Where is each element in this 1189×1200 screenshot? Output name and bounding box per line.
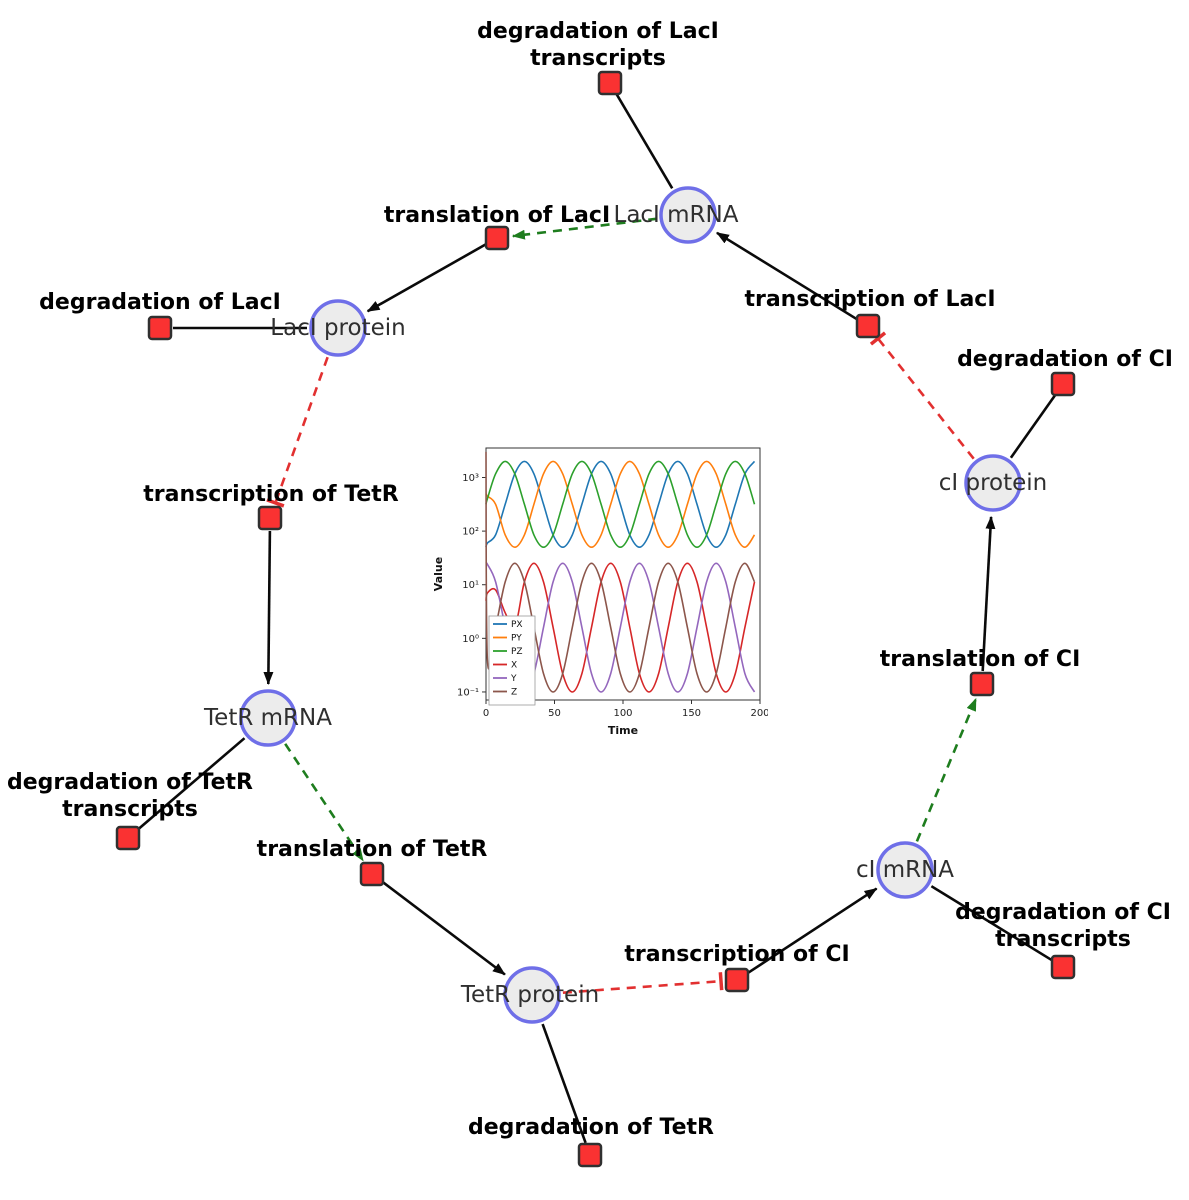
species-node-sp_ci_prot[interactable] [964,454,1022,512]
species-node-sp_laci_prot[interactable] [309,299,367,357]
nodes-layer [115,70,1076,1168]
series-line-PZ [485,460,756,548]
reaction-label-rx_deg_laci_tr-line1: transcripts [530,46,666,71]
legend-label-PX: PX [511,620,523,630]
series-line-X [485,562,756,693]
reaction-node-rx_deg_tetr_tr[interactable] [115,825,141,851]
reaction-node-rx_transc_ci[interactable] [724,967,750,993]
simulation-plot-svg: 10⁻¹ 10⁰ 10¹ 10² 10³ 0 50 100 150 200 Time Value PX P… [432,447,770,737]
reaction-node-rx_deg_laci[interactable] [147,315,173,341]
reaction-node-rx_deg_laci_tr[interactable] [597,70,623,96]
reaction-node-rx_transl_tetr[interactable] [359,861,385,887]
reaction-label-rx_deg_laci-line0: degradation of LacI [39,290,281,315]
edge-production-rx_transl_ci-sp_ci_prot [981,515,996,672]
reaction-node-rx_transc_laci[interactable] [855,313,881,339]
legend-label-Y: Y [510,674,517,684]
reaction-label-rx_transl_laci-line0: translation of LacI [384,203,610,228]
edge-production-rx_transc_laci-sp_laci_mrna [716,231,858,321]
reaction-node-rx_deg_ci[interactable] [1050,371,1076,397]
edge-modifier-sp_ci_mrna-rx_transl_ci [915,697,978,842]
reaction-node-rx_transl_ci[interactable] [969,671,995,697]
edge-production-rx_transl_laci-sp_laci_prot [366,243,487,313]
species-node-sp_tetr_prot[interactable] [503,966,561,1024]
reaction-label-rx_transl_tetr-line0: translation of TetR [257,837,488,862]
legend-label-X: X [511,661,517,671]
reaction-node-rx_deg_tetr[interactable] [577,1142,603,1168]
labels-layer: LacI mRNA LacI protein TetR mRNA TetR prote… [7,19,1173,1140]
reaction-label-rx_deg_ci_tr-line1: transcripts [995,927,1131,952]
reaction-node-rx_deg_ci_tr[interactable] [1050,954,1076,980]
x-tick-label: 150 [682,708,701,719]
x-tick-label: 100 [613,708,632,719]
species-label-sp_laci_mrna: LacI mRNA [614,202,739,228]
simulation-plot-inset: 10⁻¹ 10⁰ 10¹ 10² 10³ 0 50 100 150 200 Time Value PX P… [428,440,770,760]
edge-production-rx_transc_tetr-sp_tetr_mrna [263,530,274,685]
y-tick-label: 10¹ [462,580,479,591]
edge-consumption-sp_ci_prot-rx_deg_ci [1009,393,1057,459]
y-tick-label: 10³ [462,473,479,484]
legend-label-PY: PY [511,634,522,644]
reaction-node-rx_transc_tetr[interactable] [257,505,283,531]
x-tick-label: 200 [750,708,768,719]
edges-layer [137,93,1057,1144]
x-tick-label: 50 [548,708,561,719]
species-label-sp_tetr_prot: TetR protein [460,982,599,1008]
y-tick-label: 10² [462,527,479,538]
reaction-label-rx_deg_tetr_tr-line1: transcripts [62,797,198,822]
y-tick-label: 10⁻¹ [457,687,479,698]
reaction-label-rx_transc_laci-line0: transcription of LacI [744,287,995,312]
species-label-sp_tetr_mrna: TetR mRNA [203,705,332,731]
species-label-sp_laci_prot: LacI protein [270,315,405,341]
species-label-sp_ci_mrna: cI mRNA [856,857,954,883]
edge-consumption-sp_tetr_prot-rx_deg_tetr [541,1023,587,1144]
legend-box [488,615,536,706]
species-node-sp_tetr_mrna[interactable] [239,689,297,747]
x-axis-label: Time [608,724,638,737]
edge-production-rx_transl_tetr-sp_tetr_prot [381,880,506,976]
reaction-label-rx_transc_ci-line0: transcription of CI [624,942,849,967]
edge-production-rx_transc_ci-sp_ci_mrna [747,887,878,974]
edge-consumption-sp_tetr_mrna-rx_deg_tetr_tr [137,737,246,831]
legend-label-Z: Z [511,688,517,698]
reaction-label-rx_deg_tetr-line0: degradation of TetR [468,1115,714,1140]
y-tick-label: 10⁰ [462,634,479,645]
reaction-label-rx_deg_ci_tr-line0: degradation of CI [955,900,1171,925]
edge-modifier-sp_tetr_mrna-rx_transl_tetr [284,743,365,862]
edge-consumption-sp_laci_mrna-rx_deg_laci_tr [615,93,674,189]
reaction-node-rx_transl_laci[interactable] [484,225,510,251]
x-tick-label: 0 [483,708,489,719]
series-line-PY [485,460,756,548]
reaction-label-rx_transc_tetr-line0: transcription of TetR [143,482,399,507]
edge-consumption-sp_ci_mrna-rx_deg_ci_tr [930,885,1053,962]
reaction-label-rx_deg_laci_tr-line0: degradation of LacI [477,19,719,44]
reaction-label-rx_deg_ci-line0: degradation of CI [957,347,1173,372]
edge-inhibition-sp_ci_prot-rx_transc_laci [869,331,975,460]
y-axis-label: Value [432,557,445,591]
species-label-sp_ci_prot: cI protein [939,470,1048,496]
reaction-label-rx_deg_tetr_tr-line0: degradation of TetR [7,770,253,795]
reaction-label-rx_transl_ci-line0: translation of CI [880,647,1081,672]
edge-inhibition-sp_tetr_prot-rx_transc_ci [562,972,724,994]
species-node-sp_ci_mrna[interactable] [876,841,934,899]
edge-inhibition-sp_laci_prot-rx_transc_tetr [266,356,329,508]
edge-modifier-sp_laci_mrna-rx_transl_laci [511,217,658,240]
species-node-sp_laci_mrna[interactable] [659,186,717,244]
series-line-Z [485,451,756,693]
legend-label-PZ: PZ [511,647,523,657]
